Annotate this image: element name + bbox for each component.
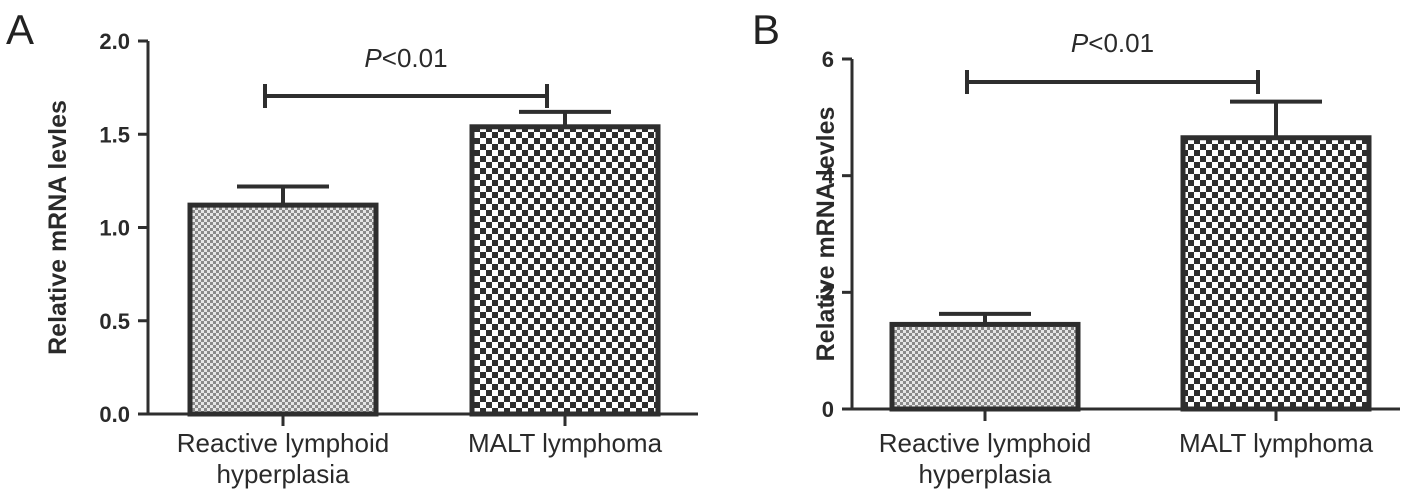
p-symbol: P bbox=[364, 43, 382, 73]
y-tick-label: 0 bbox=[822, 397, 834, 422]
y-tick-label: 2 bbox=[822, 280, 834, 305]
bar bbox=[469, 124, 661, 417]
p-value: <0.01 bbox=[1088, 28, 1154, 58]
y-tick-label: 1.5 bbox=[99, 122, 130, 147]
y-axis-label: Relative mRNA levles bbox=[812, 107, 840, 362]
x-category-label: Reactive lymphoid bbox=[879, 428, 1091, 458]
x-category-label: Reactive lymphoid bbox=[177, 428, 389, 458]
y-tick-label: 0.0 bbox=[99, 402, 130, 427]
p-value: <0.01 bbox=[382, 43, 448, 73]
x-category-label: hyperplasia bbox=[217, 459, 351, 489]
bar bbox=[187, 202, 379, 417]
panel-letter: A bbox=[6, 6, 34, 53]
x-category-label: hyperplasia bbox=[919, 459, 1053, 489]
x-category-label: MALT lymphoma bbox=[1179, 428, 1374, 458]
bar bbox=[889, 321, 1081, 412]
y-tick-label: 2.0 bbox=[99, 29, 130, 54]
y-tick-label: 6 bbox=[822, 47, 834, 72]
panel-b-chart: B 0 2 4 6 Relative mRNA levles Reactive lympho… bbox=[752, 6, 1400, 489]
y-tick-label: 4 bbox=[822, 164, 835, 189]
y-tick-label: 0.5 bbox=[99, 309, 130, 334]
x-category-label: MALT lymphoma bbox=[468, 428, 663, 458]
significance-label: P<0.01 bbox=[1071, 28, 1154, 58]
y-axis-label: Relative mRNA levles bbox=[44, 100, 72, 355]
significance-label: P<0.01 bbox=[364, 43, 447, 73]
p-symbol: P bbox=[1071, 28, 1089, 58]
y-tick-label: 1.0 bbox=[99, 216, 130, 241]
panel-letter: B bbox=[752, 6, 780, 53]
panel-a-chart: A 0.0 0.5 1.0 1.5 2.0 Relative mRNA levles Reac… bbox=[6, 6, 698, 489]
bar bbox=[1180, 135, 1372, 412]
